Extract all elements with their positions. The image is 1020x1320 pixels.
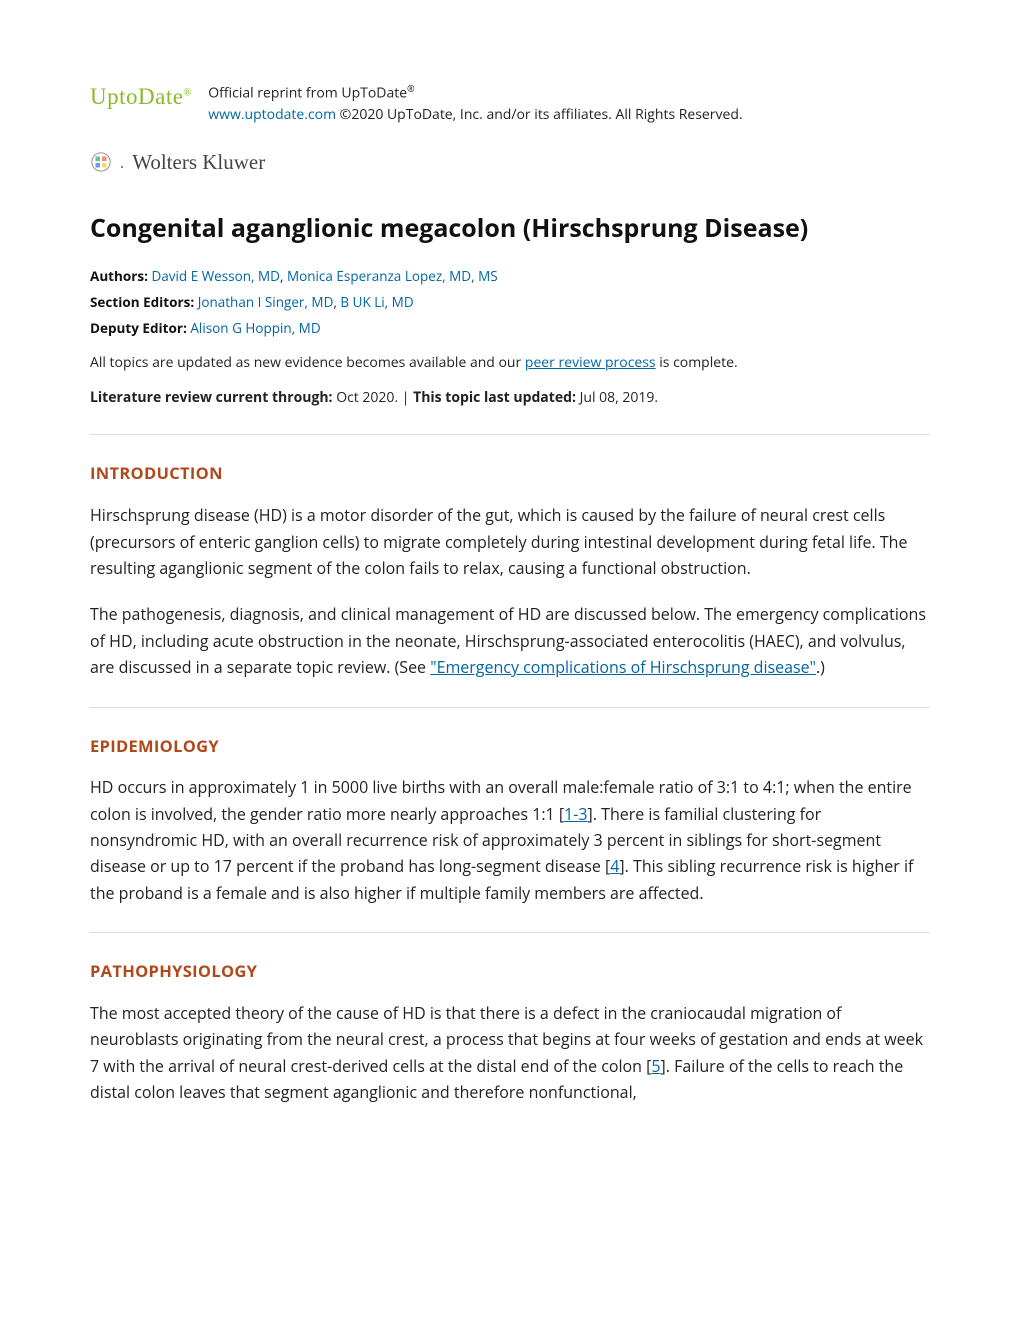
- wolters-kluwer-branding: . Wolters Kluwer: [90, 147, 930, 179]
- intro-p2-text-b: .): [816, 656, 825, 678]
- section-divider: [90, 707, 930, 708]
- reprint-sup: ®: [407, 82, 415, 95]
- author-link-1[interactable]: David E Wesson, MD: [151, 267, 279, 285]
- authors-label: Authors:: [90, 267, 151, 285]
- article-title: Congenital aganglionic megacolon (Hirsch…: [90, 210, 930, 248]
- logo-text: UptoDate: [90, 84, 183, 109]
- intro-paragraph-2: The pathogenesis, diagnosis, and clinica…: [90, 601, 930, 680]
- update-note-text-2: is complete.: [656, 353, 738, 372]
- section-divider: [90, 434, 930, 435]
- deputy-editor-row: Deputy Editor: Alison G Hoppin, MD: [90, 318, 930, 338]
- reprint-line-1: Official reprint from UpToDate: [208, 84, 407, 103]
- pathophysiology-paragraph-1: The most accepted theory of the cause of…: [90, 1000, 930, 1106]
- peer-review-link[interactable]: peer review process: [525, 353, 656, 372]
- section-heading-epidemiology: EPIDEMIOLOGY: [90, 734, 930, 759]
- uptodate-logo: UptoDate®: [90, 80, 192, 115]
- section-editors-row: Section Editors: Jonathan I Singer, MD, …: [90, 292, 930, 312]
- authors-row: Authors: David E Wesson, MD, Monica Espe…: [90, 266, 930, 286]
- section-divider: [90, 932, 930, 933]
- deputy-editor-label: Deputy Editor:: [90, 319, 190, 337]
- epidemiology-paragraph-1: HD occurs in approximately 1 in 5000 liv…: [90, 774, 930, 906]
- wolters-kluwer-label: Wolters Kluwer: [132, 147, 265, 179]
- section-heading-introduction: INTRODUCTION: [90, 461, 930, 486]
- citation-link-1-3[interactable]: 1-3: [564, 803, 587, 825]
- section-editors-label: Section Editors:: [90, 293, 198, 311]
- emergency-complications-link[interactable]: "Emergency complications of Hirschsprung…: [430, 656, 816, 678]
- intro-paragraph-1: Hirschsprung disease (HD) is a motor dis…: [90, 502, 930, 581]
- last-updated-label: This topic last updated:: [413, 388, 576, 407]
- copyright-text: ©2020 UpToDate, Inc. and/or its affiliat…: [336, 105, 743, 124]
- site-link[interactable]: www.uptodate.com: [208, 105, 336, 124]
- wk-dot: .: [120, 150, 124, 174]
- header-reprint: UptoDate® Official reprint from UpToDate…: [90, 80, 930, 125]
- lit-review-value: Oct 2020. |: [333, 388, 414, 407]
- update-note: All topics are updated as new evidence b…: [90, 352, 930, 373]
- literature-review-row: Literature review current through: Oct 2…: [90, 387, 930, 408]
- reprint-attribution: Official reprint from UpToDate® www.upto…: [208, 80, 742, 125]
- section-heading-pathophysiology: PATHOPHYSIOLOGY: [90, 959, 930, 984]
- logo-registered: ®: [183, 86, 192, 98]
- section-editor-link-1[interactable]: Jonathan I Singer, MD: [198, 293, 334, 311]
- author-sep: ,: [280, 267, 287, 285]
- deputy-editor-link[interactable]: Alison G Hoppin, MD: [190, 319, 320, 337]
- citation-link-5[interactable]: 5: [651, 1055, 660, 1077]
- author-link-2[interactable]: Monica Esperanza Lopez, MD, MS: [287, 267, 498, 285]
- section-editor-link-2[interactable]: B UK Li, MD: [340, 293, 413, 311]
- update-note-text-1: All topics are updated as new evidence b…: [90, 353, 525, 372]
- lit-review-label: Literature review current through:: [90, 388, 333, 407]
- last-updated-value: Jul 08, 2019.: [576, 388, 658, 407]
- wolters-kluwer-icon: [90, 151, 112, 173]
